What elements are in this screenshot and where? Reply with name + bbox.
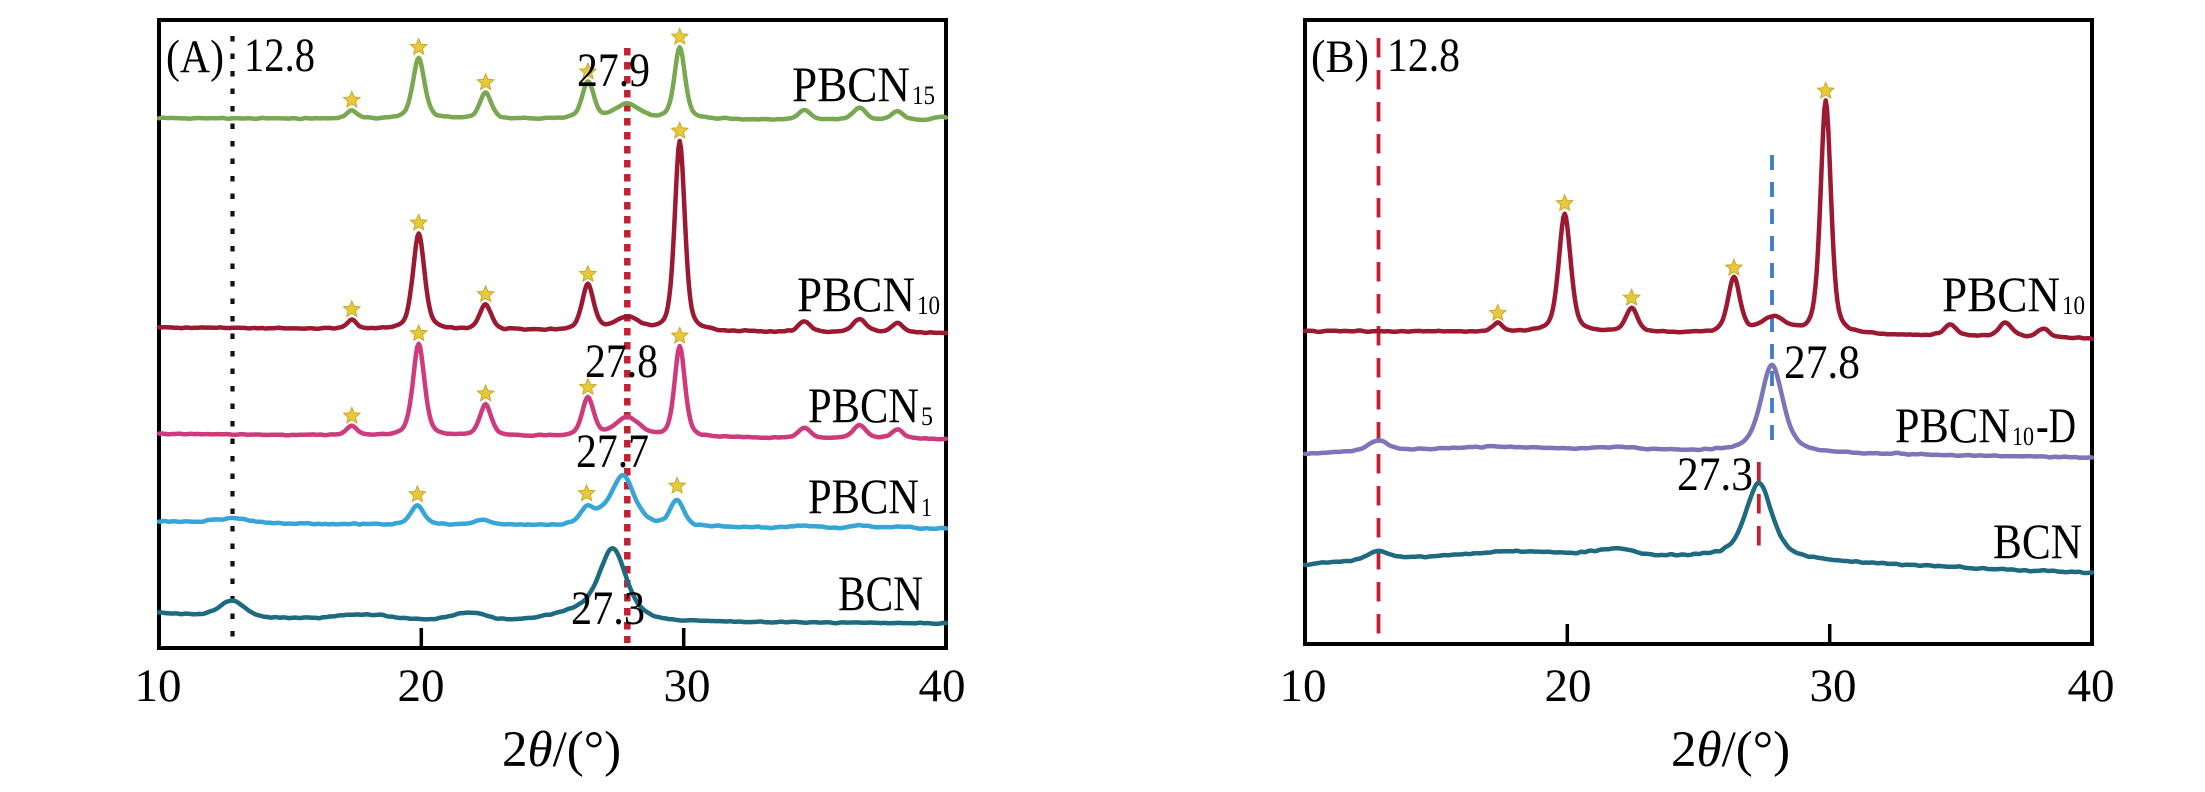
svg-text:10: 10 [135,660,182,712]
svg-text:15: 15 [912,81,935,110]
svg-text:30: 30 [664,660,711,712]
svg-text:12.8: 12.8 [1387,29,1460,82]
svg-text:27.9: 27.9 [577,44,650,97]
svg-text:27.3: 27.3 [1677,448,1753,501]
svg-text:12.8: 12.8 [244,29,315,82]
svg-text:PBCN: PBCN [808,377,919,433]
svg-text:20: 20 [1545,660,1592,712]
svg-text:PBCN: PBCN [1942,266,2060,322]
svg-text:BCN: BCN [838,565,923,621]
svg-text:27.3: 27.3 [571,582,645,635]
svg-text:(B): (B) [1311,31,1369,83]
svg-text:PBCN: PBCN [808,468,919,524]
svg-text:PBCN: PBCN [797,266,915,322]
svg-text:30: 30 [1810,660,1857,712]
svg-text:2θ/(°): 2θ/(°) [1671,722,1790,778]
svg-text:BCN: BCN [1993,513,2082,569]
svg-text:40: 40 [919,660,966,712]
svg-text:10: 10 [1280,660,1327,712]
svg-text:10: 10 [2012,422,2034,451]
svg-text:PBCN: PBCN [1895,397,2010,453]
svg-text:PBCN: PBCN [792,56,910,112]
svg-text:5: 5 [921,402,933,431]
svg-text:27.8: 27.8 [1784,336,1860,389]
svg-text:1: 1 [921,493,932,522]
svg-text:20: 20 [398,660,445,712]
svg-text:27.8: 27.8 [585,335,658,388]
svg-text:(A): (A) [166,31,224,83]
svg-text:27.7: 27.7 [576,425,649,478]
svg-text:-D: -D [2036,397,2076,453]
svg-text:2θ/(°): 2θ/(°) [502,722,621,778]
svg-text:10: 10 [917,291,940,320]
svg-text:40: 40 [2068,660,2115,712]
svg-text:10: 10 [2062,291,2085,320]
